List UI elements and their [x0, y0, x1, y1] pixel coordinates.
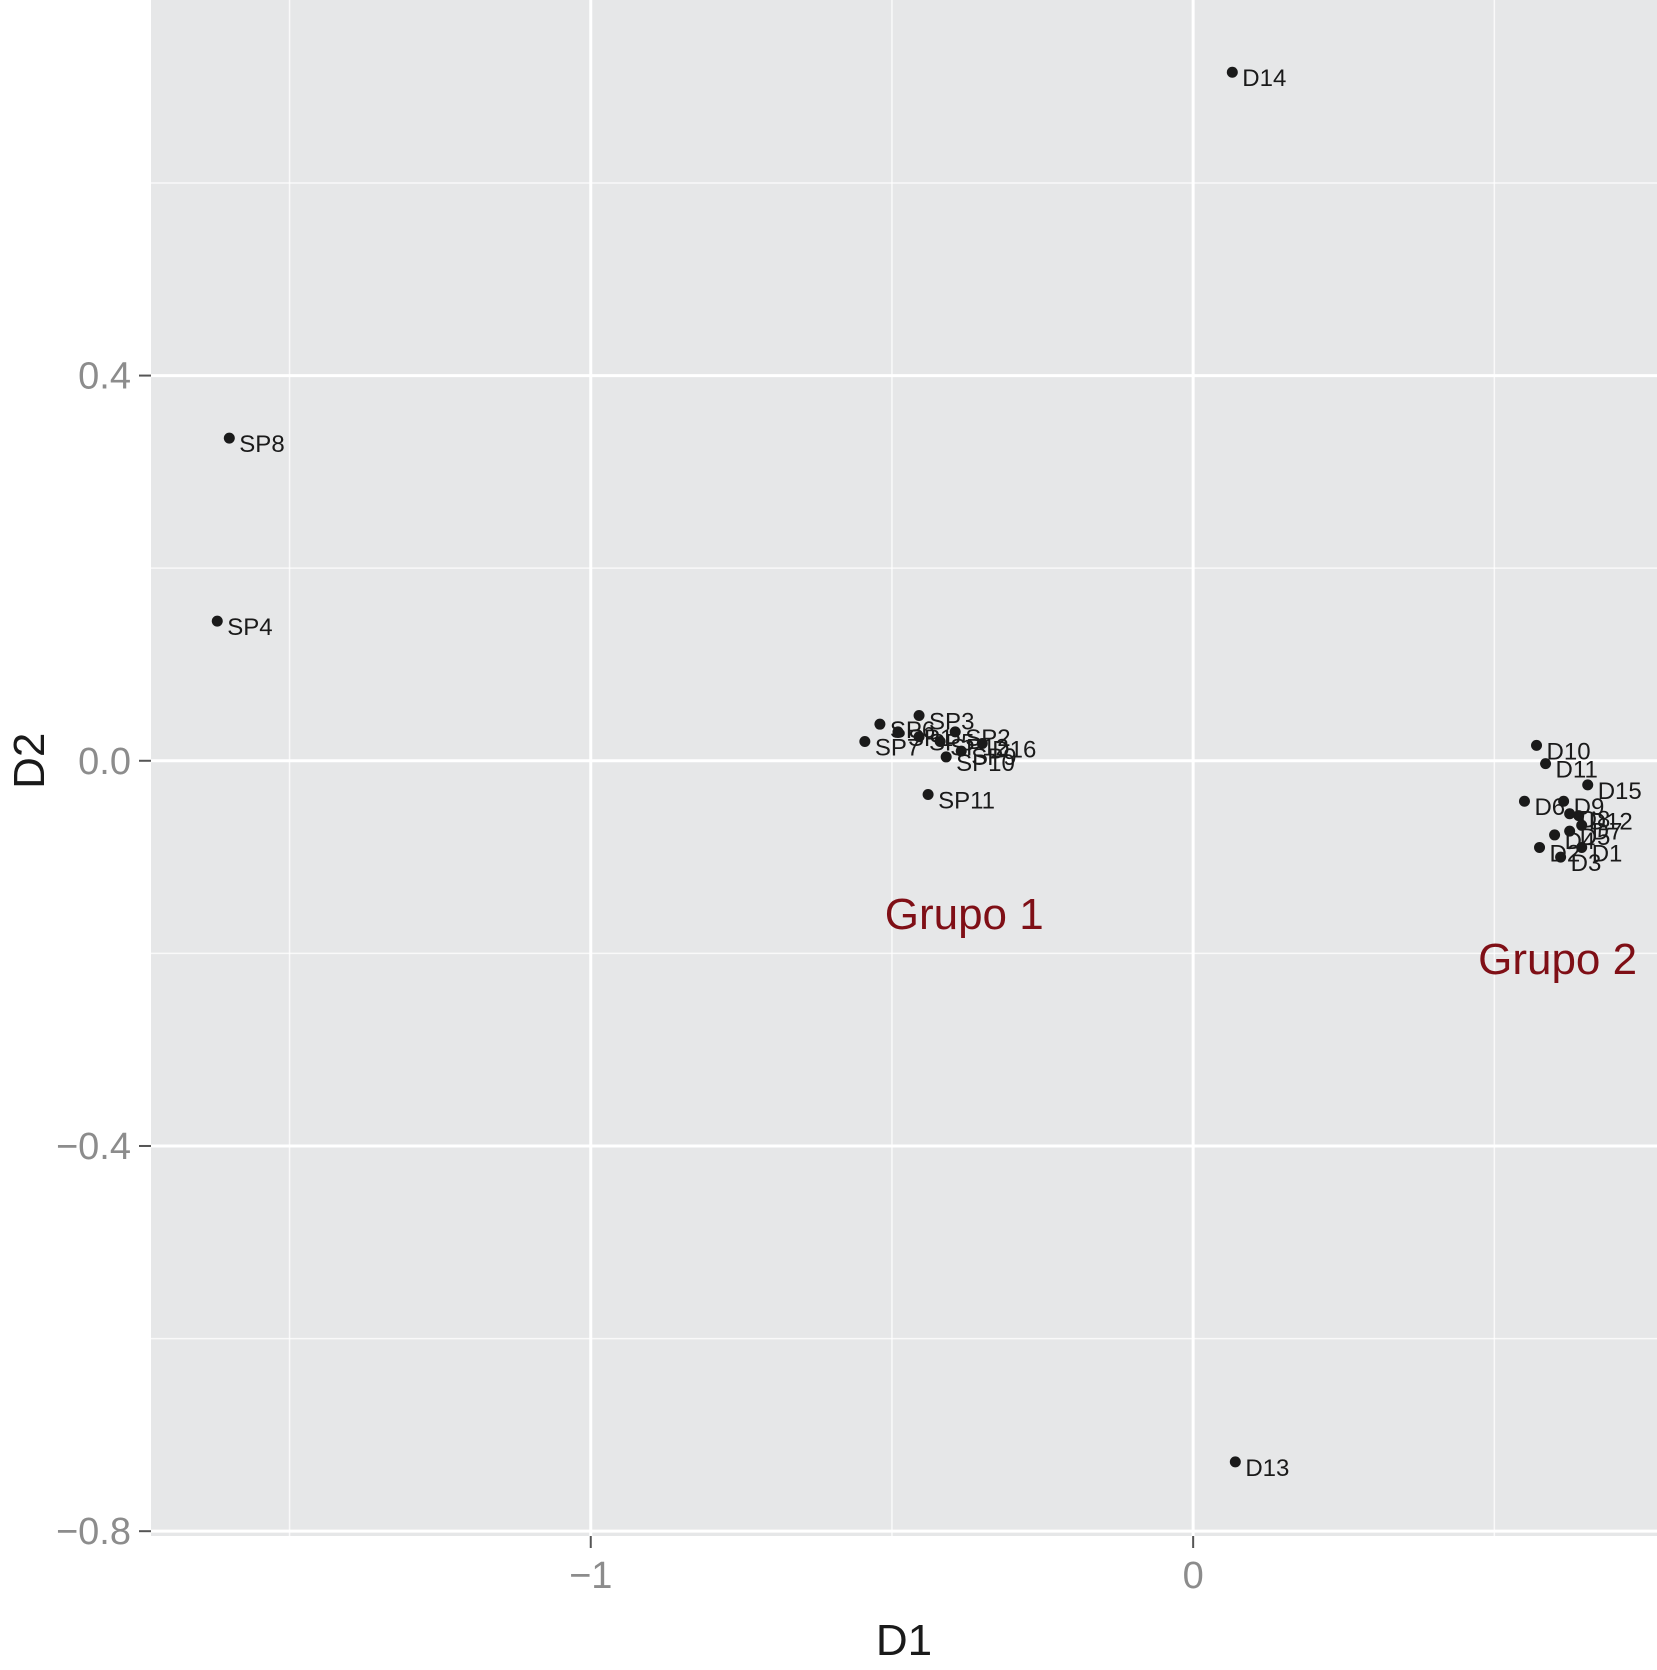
x-tick-label: 0 — [1183, 1555, 1204, 1597]
data-point — [1549, 829, 1561, 841]
data-point — [874, 718, 886, 730]
data-point — [1229, 1456, 1241, 1468]
point-label: SP4 — [227, 614, 272, 641]
point-label: D3 — [1571, 850, 1602, 877]
data-point — [892, 726, 904, 738]
point-label: D8 — [1580, 807, 1611, 834]
data-point — [1558, 795, 1570, 807]
data-point — [913, 710, 925, 722]
point-label: SP9 — [971, 744, 1016, 771]
data-point — [1518, 795, 1530, 807]
point-label: SP10 — [956, 750, 1015, 777]
data-point — [940, 751, 952, 763]
y-axis-title: D2 — [5, 733, 54, 789]
data-point — [859, 736, 871, 748]
point-label: SP6 — [890, 717, 935, 744]
point-label: SP7 — [875, 735, 920, 762]
group-annotations: Grupo 1 Grupo 2 — [885, 890, 1637, 984]
point-label: D5 — [1580, 824, 1611, 851]
data-point — [223, 432, 235, 444]
point-label: D15 — [1598, 778, 1642, 805]
data-point — [1540, 758, 1552, 770]
data-point — [976, 737, 988, 749]
x-axis-ticks: −1 0 — [569, 1536, 1204, 1597]
data-point — [1531, 739, 1543, 751]
point-label: D16 — [992, 736, 1036, 763]
point-label: SP11 — [938, 787, 995, 814]
data-point — [955, 745, 967, 757]
x-tick-label: −1 — [569, 1555, 612, 1597]
point-label: D14 — [1242, 65, 1286, 92]
x-axis-title: D1 — [876, 1616, 932, 1665]
data-point — [1226, 66, 1238, 78]
point-label: D13 — [1245, 1455, 1289, 1482]
minor-gridlines — [151, 0, 1657, 1536]
point-label: D9 — [1574, 794, 1605, 821]
point-label: D10 — [1547, 738, 1591, 765]
point-label: D12 — [1589, 809, 1633, 836]
point-label: D4 — [1565, 828, 1596, 855]
group-annotation: Grupo 2 — [1478, 935, 1637, 984]
point-label: SP2 — [965, 725, 1010, 752]
y-tick-label: −0.8 — [56, 1511, 131, 1553]
data-point — [1582, 779, 1594, 791]
point-label: D2 — [1550, 840, 1581, 867]
data-point — [1564, 825, 1576, 837]
data-points — [211, 66, 1594, 1468]
data-point — [1573, 810, 1585, 822]
data-point — [913, 731, 925, 743]
group-annotation: Grupo 1 — [885, 890, 1044, 939]
point-label: D7 — [1592, 818, 1623, 845]
data-point — [1564, 808, 1576, 820]
data-point — [949, 726, 961, 738]
major-gridlines — [151, 0, 1657, 1536]
data-point — [1534, 841, 1546, 853]
data-point — [934, 736, 946, 748]
plot-panel — [151, 0, 1657, 1536]
data-point — [1576, 819, 1588, 831]
point-label: SP8 — [239, 431, 284, 458]
data-point — [1555, 851, 1567, 863]
point-label: SP5 — [929, 730, 974, 757]
data-point — [1576, 841, 1588, 853]
point-label: SP3 — [929, 709, 974, 736]
point-label: D6 — [1534, 794, 1565, 821]
y-axis-ticks: 0.4 0.0 −0.4 −0.8 — [56, 356, 151, 1553]
point-label: SP1 — [908, 725, 953, 752]
y-tick-label: 0.0 — [78, 741, 131, 783]
point-label: SP12 — [950, 735, 1009, 762]
point-label: D11 — [1556, 757, 1598, 784]
y-tick-label: −0.4 — [56, 1126, 131, 1168]
data-point — [922, 788, 934, 800]
point-label: D1 — [1592, 840, 1623, 867]
data-point — [211, 615, 223, 627]
y-tick-label: 0.4 — [78, 356, 131, 398]
